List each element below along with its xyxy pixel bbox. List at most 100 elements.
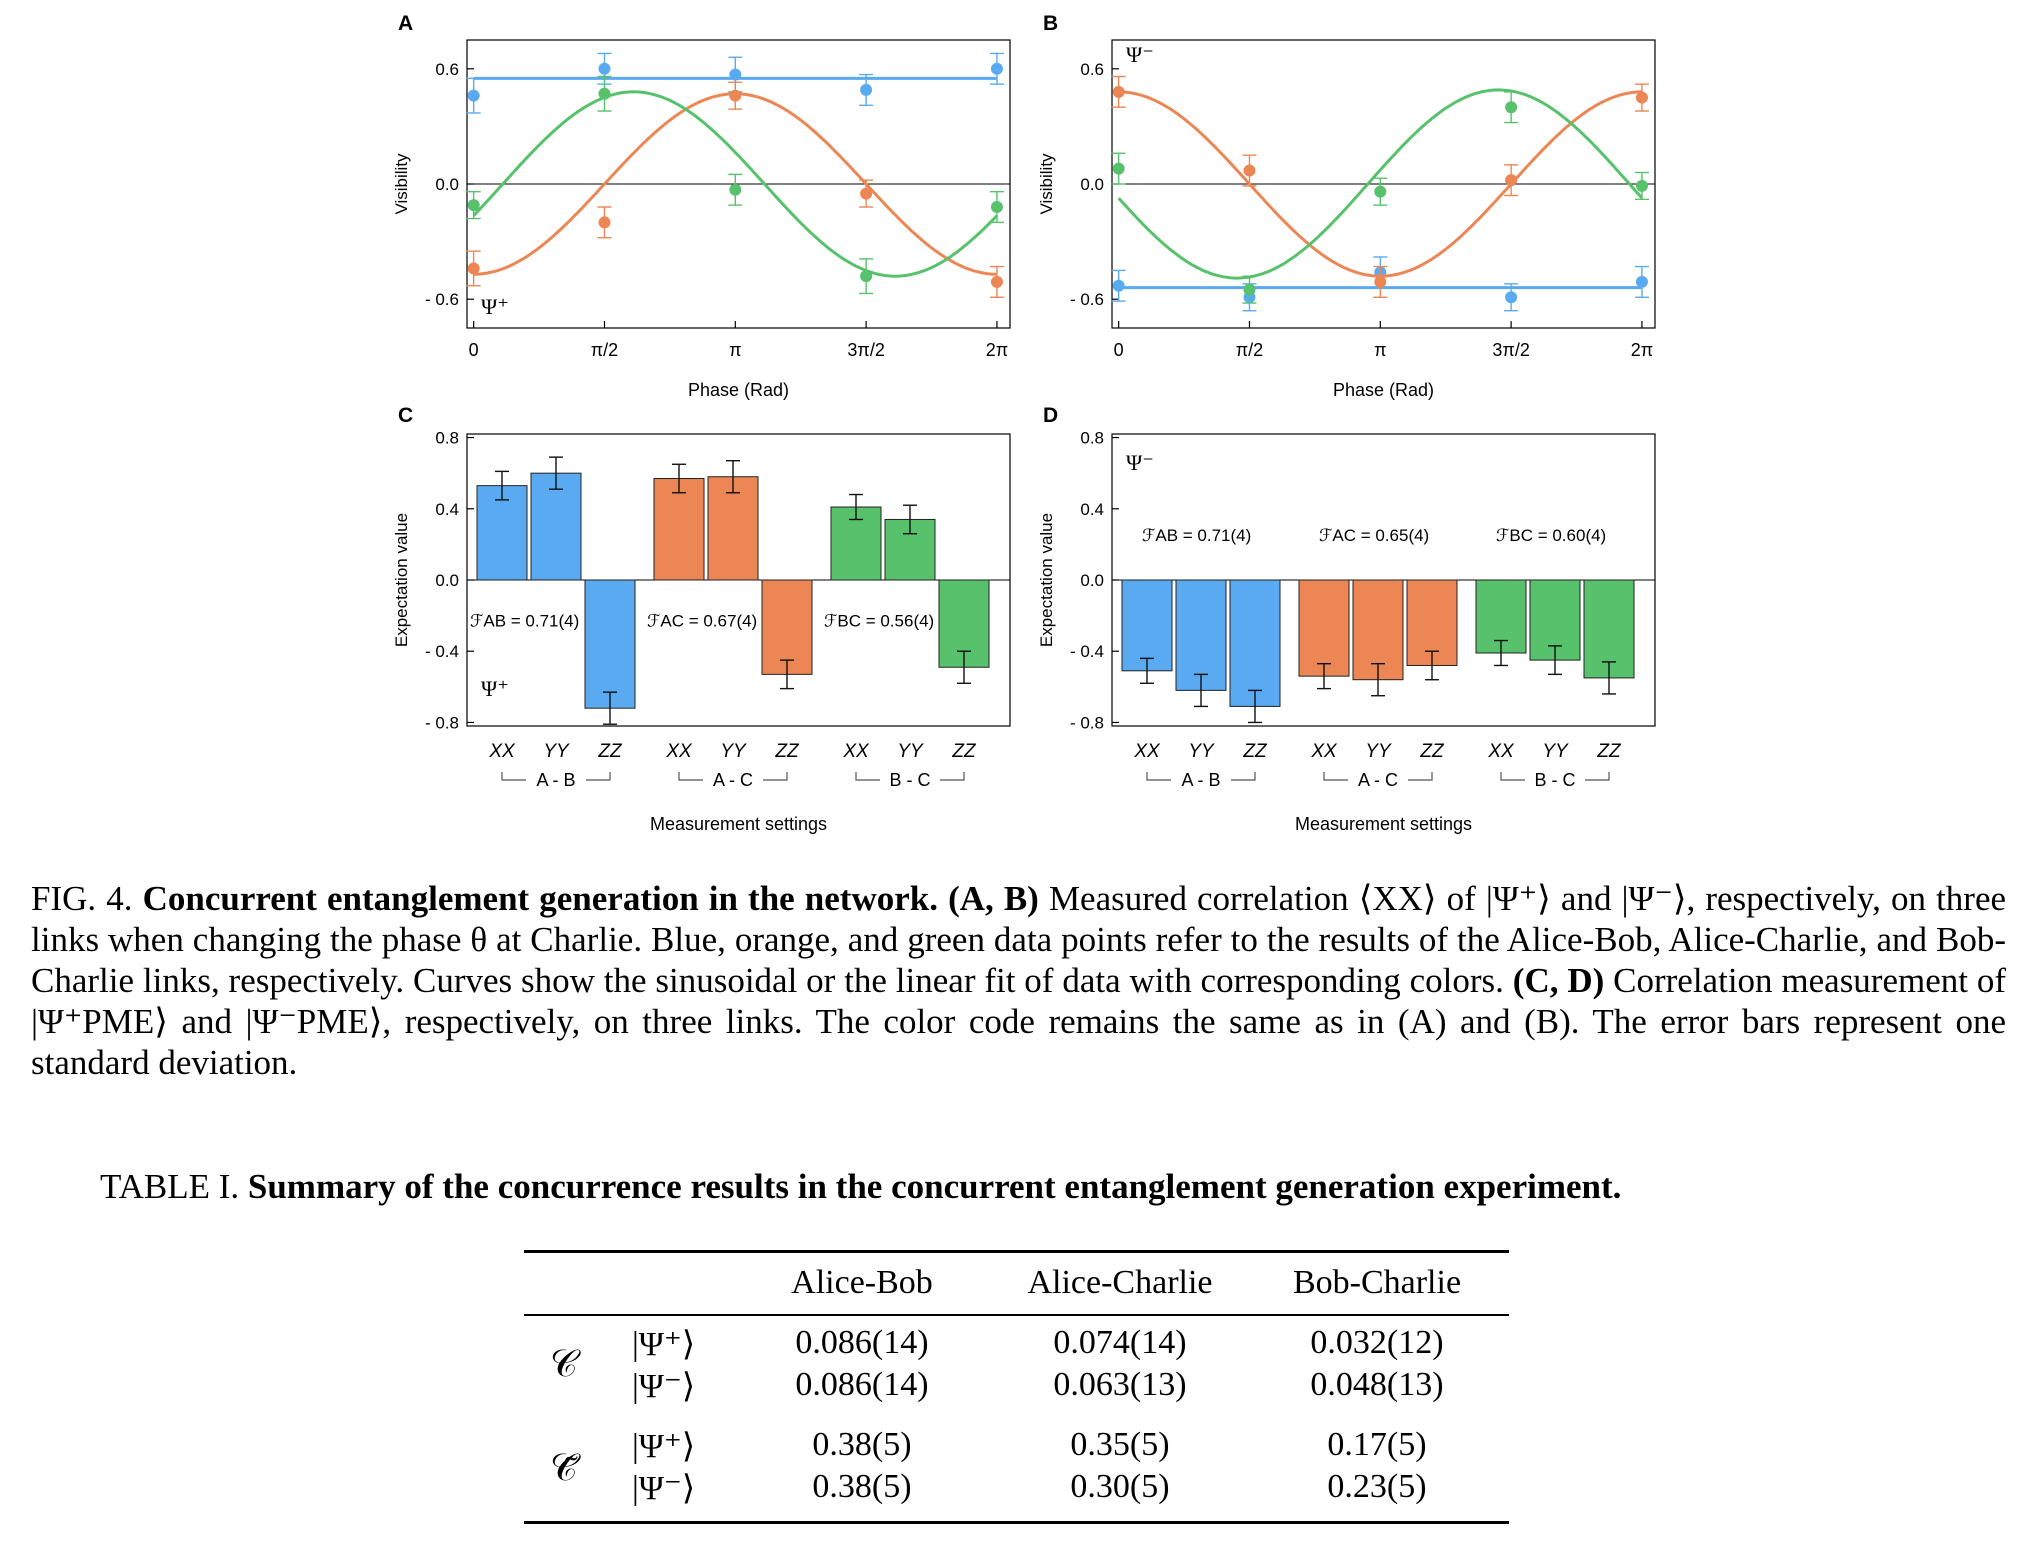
- bar: [1229, 579, 1281, 707]
- row-state: |Ψ⁺⟩: [632, 1428, 696, 1465]
- x-tick-label: 2π: [1631, 340, 1653, 360]
- table-mid-rule: [524, 1314, 1509, 1316]
- fidelity-label: ℱAC = 0.65(4): [1319, 526, 1429, 545]
- x-tick-label: π: [1374, 340, 1386, 360]
- x-tick-label: π/2: [1236, 340, 1263, 360]
- y-tick-label: 0.6: [1080, 60, 1104, 79]
- data-point: [1374, 185, 1387, 198]
- group-bracket: [501, 772, 526, 781]
- table-cell: 0.048(13): [1310, 1366, 1444, 1403]
- table-title: TABLE I. Summary of the concurrence resu…: [100, 1167, 1621, 1207]
- table-cell: 0.074(14): [1053, 1324, 1187, 1361]
- bar: [1298, 579, 1350, 677]
- x-tick-label: 2π: [986, 340, 1008, 360]
- fidelity-label: ℱBC = 0.56(4): [824, 611, 934, 630]
- table-bottom-rule: [524, 1521, 1509, 1524]
- data-point: [1243, 164, 1256, 177]
- y-axis-label: Expectation value: [392, 513, 411, 647]
- data-point: [1112, 162, 1125, 175]
- bar-tick-label: ZZ: [951, 741, 977, 762]
- figure-label: FIG. 4.: [31, 879, 133, 918]
- table-cell: 0.086(14): [795, 1366, 929, 1403]
- data-point: [1635, 91, 1648, 104]
- table-cell: 0.38(5): [812, 1426, 912, 1463]
- group-bracket: [940, 772, 965, 781]
- data-point: [860, 187, 873, 200]
- y-tick-label: - 0.4: [425, 642, 459, 661]
- fit-curve: [472, 90, 998, 278]
- data-point: [598, 62, 611, 75]
- data-point: [729, 89, 742, 102]
- bar-tick-label: XX: [842, 741, 870, 762]
- y-tick-label: 0.0: [1080, 571, 1104, 590]
- fit-curve: [1117, 88, 1644, 280]
- column-header: Alice-Bob: [791, 1264, 933, 1301]
- bar: [476, 485, 528, 581]
- x-axis-label: Phase (Rad): [1333, 380, 1434, 400]
- column-header: Alice-Charlie: [1027, 1264, 1213, 1301]
- y-axis-label: Visibility: [392, 153, 411, 215]
- panel-label-b: B: [1043, 12, 1058, 35]
- bar-tick-label: ZZ: [774, 741, 800, 762]
- x-tick-label: π: [729, 340, 741, 360]
- table-cell: 0.086(14): [795, 1324, 929, 1361]
- y-tick-label: - 0.8: [425, 713, 459, 732]
- table-cell: 0.38(5): [812, 1468, 912, 1505]
- data-point: [467, 89, 480, 102]
- state-label: Ψ⁻: [1126, 450, 1154, 475]
- data-point: [860, 270, 873, 283]
- data-point: [1505, 174, 1518, 187]
- data-point: [1505, 101, 1518, 114]
- data-point: [1112, 279, 1125, 292]
- bar-tick-label: XX: [1133, 741, 1161, 762]
- figure-caption: FIG. 4. Concurrent entanglement generati…: [31, 878, 2006, 1083]
- bar: [1175, 579, 1227, 691]
- y-tick-label: - 0.6: [425, 290, 459, 309]
- y-tick-label: 0.8: [1080, 429, 1104, 448]
- group-bracket: [586, 772, 611, 781]
- fidelity-label: ℱBC = 0.60(4): [1496, 526, 1606, 545]
- data-point: [990, 275, 1003, 288]
- group-bracket: [1408, 772, 1433, 781]
- x-tick-label: 3π/2: [847, 340, 884, 360]
- summary-table: Alice-Bob Alice-Charlie Bob-Charlie 𝒞 |Ψ…: [524, 1250, 1509, 1524]
- caption-ab-label: (A, B): [948, 879, 1039, 918]
- data-point: [990, 62, 1003, 75]
- data-point: [729, 68, 742, 81]
- data-point: [860, 83, 873, 96]
- row-group-label: 𝒞̃: [550, 1447, 578, 1489]
- group-bracket: [1323, 772, 1348, 781]
- group-label: B - C: [889, 770, 930, 790]
- data-point: [1635, 275, 1648, 288]
- group-bracket: [1146, 772, 1171, 781]
- data-point: [467, 199, 480, 212]
- group-label: A - C: [1358, 770, 1398, 790]
- group-bracket: [763, 772, 788, 781]
- data-point: [1243, 283, 1256, 296]
- bar-tick-label: XX: [488, 741, 516, 762]
- y-tick-label: 0.0: [1080, 175, 1104, 194]
- bar-tick-label: YY: [720, 741, 747, 762]
- group-label: A - C: [713, 770, 753, 790]
- bar-tick-label: ZZ: [1596, 741, 1622, 762]
- bar-tick-label: YY: [543, 741, 570, 762]
- table-cell: 0.032(12): [1310, 1324, 1444, 1361]
- bar-tick-label: XX: [665, 741, 693, 762]
- table-cell: 0.063(13): [1053, 1366, 1187, 1403]
- group-bracket: [1585, 772, 1610, 781]
- figure-title: Concurrent entanglement generation in th…: [142, 879, 938, 918]
- y-tick-label: 0.6: [435, 60, 459, 79]
- state-label: Ψ⁺: [481, 676, 509, 701]
- table-cell: 0.23(5): [1327, 1468, 1427, 1505]
- group-label: A - B: [536, 770, 575, 790]
- bar: [653, 478, 705, 581]
- caption-cd-text: Correlation measurement of |Ψ⁺PME⟩ and |…: [31, 961, 2006, 1082]
- panel-label-c: C: [398, 404, 413, 427]
- x-axis-label: Phase (Rad): [688, 380, 789, 400]
- panel-label-d: D: [1043, 404, 1058, 427]
- panel-label-a: A: [398, 12, 413, 35]
- bar-tick-label: XX: [1310, 741, 1338, 762]
- x-tick-label: π/2: [591, 340, 618, 360]
- data-point: [598, 87, 611, 100]
- data-point: [1112, 85, 1125, 98]
